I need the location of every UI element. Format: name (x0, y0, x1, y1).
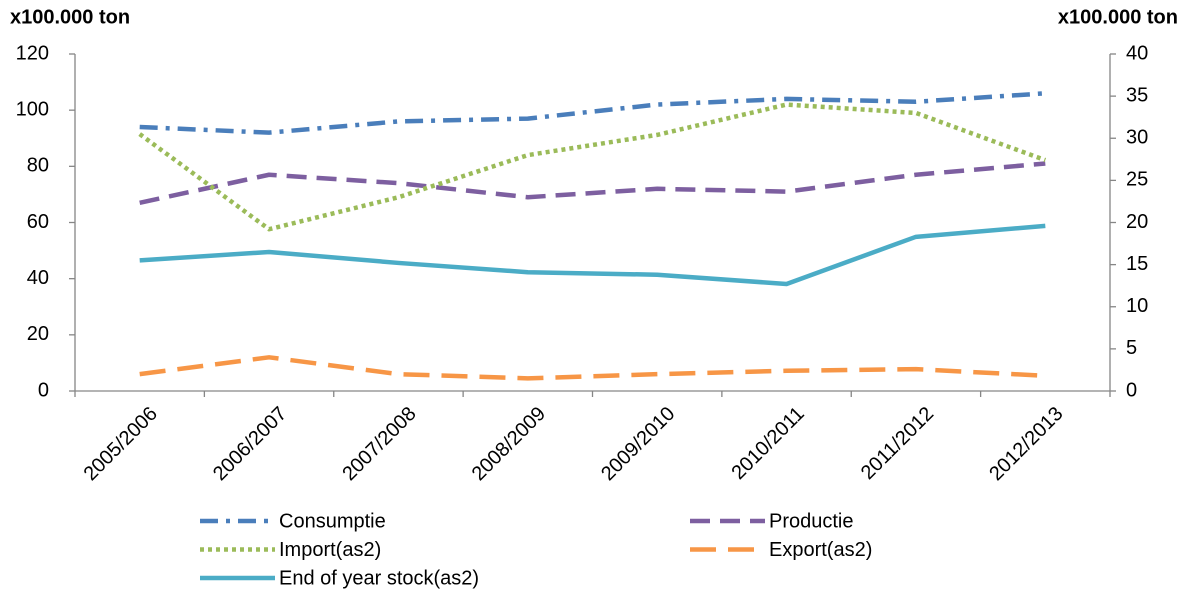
y2-tick-label: 15 (1126, 253, 1148, 275)
y-tick-label: 40 (27, 267, 49, 289)
y2-tick-label: 30 (1126, 127, 1148, 149)
series-line (139, 355, 1046, 381)
legend-label: Import(as2) (279, 539, 381, 561)
y2-tick-label: 35 (1126, 84, 1148, 106)
x-tick-label: 2005/2006 (80, 403, 162, 485)
y-tick-label: 20 (27, 323, 49, 345)
y2-tick-label: 20 (1126, 211, 1148, 233)
y-tick-label: 120 (16, 42, 49, 64)
y-tick-label: 80 (27, 155, 49, 177)
x-tick-label: 2012/2013 (985, 403, 1067, 485)
series-line (138, 102, 1047, 232)
x-tick-label: 2007/2008 (338, 403, 420, 485)
series-line (139, 223, 1046, 287)
legend-label: Export(as2) (769, 539, 872, 561)
legend-label: End of year stock(as2) (279, 567, 479, 589)
x-tick-label: 2006/2007 (209, 403, 291, 485)
legend-label: Consumptie (279, 510, 386, 532)
y-axis-title: x100.000 ton (10, 6, 130, 28)
y-tick-label: 60 (27, 211, 49, 233)
x-tick-label: 2008/2009 (468, 403, 550, 485)
y2-tick-label: 0 (1126, 379, 1137, 401)
y2-tick-label: 40 (1126, 42, 1148, 64)
y-tick-label: 0 (38, 379, 49, 401)
y2-tick-label: 5 (1126, 337, 1137, 359)
y2-tick-label: 10 (1126, 295, 1148, 317)
y-tick-label: 100 (16, 98, 49, 120)
x-tick-label: 2011/2012 (857, 403, 938, 484)
series-line (139, 161, 1046, 206)
x-tick-label: 2009/2010 (597, 403, 679, 485)
x-tick-label: 2010/2011 (727, 403, 808, 484)
y2-tick-label: 25 (1126, 169, 1148, 191)
y2-axis-title: x100.000 ton (1058, 6, 1178, 28)
legend-label: Productie (769, 510, 854, 532)
